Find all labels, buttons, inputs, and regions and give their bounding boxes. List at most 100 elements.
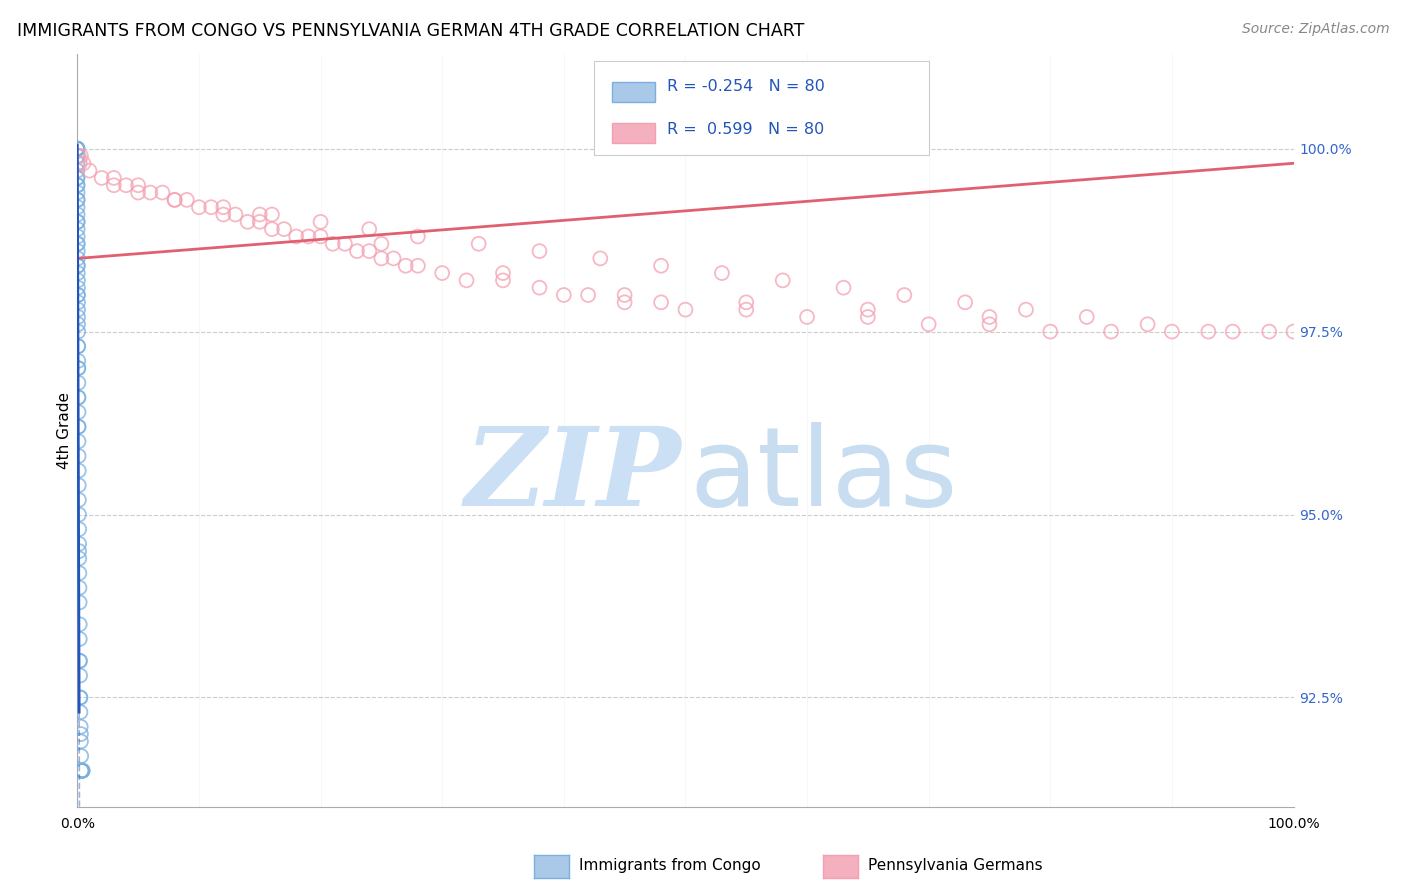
Point (1197, 325, 1219, 339)
Point (69, 705, 91, 719)
Point (1076, 310, 1098, 324)
Point (70, 764, 93, 778)
Point (359, 222, 381, 236)
Point (66, 259, 89, 273)
Point (735, 295, 758, 310)
Point (67, 419, 90, 434)
Point (979, 318, 1001, 332)
Point (69, 156, 91, 170)
Point (139, 186, 162, 200)
Point (115, 178, 138, 193)
Point (67, 354, 90, 368)
Point (67, 419, 90, 434)
Point (70, 764, 93, 778)
Point (613, 288, 636, 302)
Point (72, 156, 94, 170)
Point (456, 273, 478, 287)
Point (69, 632, 91, 646)
Point (856, 302, 879, 317)
Point (67, 434, 90, 449)
Point (1099, 325, 1122, 339)
Point (66, 236, 89, 251)
Point (66, 266, 89, 280)
Point (66, 163, 89, 178)
Point (200, 200, 222, 214)
Point (69, 668, 91, 682)
Point (127, 186, 149, 200)
Point (79, 163, 101, 178)
Point (370, 252, 392, 266)
Point (67, 339, 90, 353)
Point (69, 690, 91, 705)
Point (370, 236, 392, 251)
Point (103, 170, 125, 185)
Point (395, 259, 418, 273)
Point (66, 273, 89, 287)
Point (66, 288, 89, 302)
Point (346, 244, 368, 259)
Point (66, 252, 89, 266)
Text: Source: ZipAtlas.com: Source: ZipAtlas.com (1241, 22, 1389, 37)
Point (66, 142, 89, 156)
Point (67, 391, 90, 405)
Text: R =  0.599   N = 80: R = 0.599 N = 80 (668, 122, 824, 137)
Point (675, 302, 697, 317)
Point (66, 215, 89, 229)
Point (70, 764, 93, 778)
Point (66, 288, 89, 302)
FancyBboxPatch shape (595, 61, 929, 155)
Point (1161, 325, 1184, 339)
Point (650, 259, 672, 273)
Point (69, 690, 91, 705)
Point (613, 295, 636, 310)
Point (66, 149, 89, 163)
Point (69, 581, 91, 595)
Point (66, 142, 89, 156)
Point (236, 215, 259, 229)
Point (66, 142, 89, 156)
Point (67, 149, 90, 163)
Point (188, 200, 211, 214)
Point (359, 244, 381, 259)
Text: R = -0.254   N = 80: R = -0.254 N = 80 (668, 79, 825, 94)
Point (1258, 325, 1281, 339)
Point (67, 405, 90, 419)
Point (212, 207, 235, 221)
Point (66, 170, 89, 185)
Point (492, 266, 515, 280)
Point (893, 288, 915, 302)
Point (72, 764, 94, 778)
Point (249, 215, 271, 229)
Point (1222, 325, 1244, 339)
Point (67, 376, 90, 390)
Point (69, 720, 91, 734)
Point (66, 222, 89, 236)
Point (224, 207, 246, 221)
Point (66, 142, 89, 156)
Point (529, 244, 551, 259)
Point (66, 142, 89, 156)
Text: ZIP: ZIP (465, 422, 682, 529)
Point (66, 207, 89, 221)
Point (589, 252, 612, 266)
Point (66, 193, 89, 207)
Point (529, 281, 551, 295)
Point (67, 391, 90, 405)
Y-axis label: 4th Grade: 4th Grade (56, 392, 72, 469)
Point (553, 288, 575, 302)
Point (796, 310, 818, 324)
Point (249, 207, 271, 221)
Point (66, 200, 89, 214)
Point (103, 178, 125, 193)
Point (163, 193, 186, 207)
Point (492, 273, 515, 287)
Point (735, 302, 758, 317)
Point (67, 551, 90, 566)
Point (67, 566, 90, 580)
Point (953, 295, 976, 310)
Point (66, 281, 89, 295)
Point (1136, 318, 1159, 332)
Point (66, 178, 89, 193)
Point (67, 478, 90, 492)
Point (67, 464, 90, 478)
